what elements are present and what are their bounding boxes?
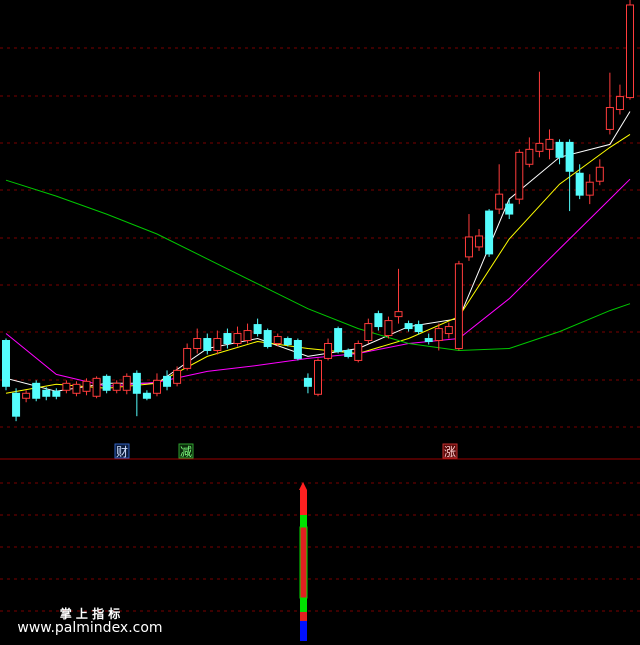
indicator-segment [300,612,307,621]
candle-body [2,340,10,387]
signal-tag: 财 [116,445,128,459]
candle-body [193,338,202,349]
candle-body [42,389,51,397]
candle-body [52,390,61,397]
indicator-bar [299,482,308,641]
candle-body [303,377,312,387]
candle-body [605,107,614,130]
moving-average-line [5,179,631,352]
plot [2,0,634,422]
tag-box [178,443,194,459]
candle-body [223,333,232,345]
candle-body [243,330,252,342]
candle-body [595,166,604,182]
candle-body [183,347,192,369]
candle-body [394,311,403,318]
candle-body [173,369,182,384]
candle-body [22,392,31,399]
candle-body [152,379,161,394]
candle-body [434,328,443,342]
candle-body [485,210,494,255]
candle-body [444,326,453,335]
candle-body [464,236,473,258]
candle-body [374,313,383,328]
candle-body [213,338,222,351]
candle-body [334,328,343,352]
candle-body [585,181,594,196]
grid [0,47,640,612]
candle-body [263,330,272,347]
candle-body [565,141,574,172]
signal-tags: 财 减 涨 [114,443,458,459]
candle-body [102,375,111,391]
candle-body [12,392,21,417]
watermark-title: 掌 上 指 标 [60,606,121,621]
candle-body [354,343,363,361]
candle-body [424,338,433,343]
signal-tag: 涨 [444,444,456,459]
candle-body [454,263,463,349]
candle-body [132,372,141,394]
indicator-segment [300,598,307,612]
candle-body [72,383,81,394]
signal-tag: 减 [180,445,192,459]
candle-body [615,96,624,111]
candle-body [364,323,373,342]
candle-body [273,336,282,344]
candle-body [122,375,131,391]
indicator-segment [300,621,307,641]
candle-body [82,380,91,392]
indicator-segment [300,515,307,527]
candle-body [475,235,484,248]
candle-body [384,320,393,337]
candle-body [142,392,151,399]
candle-body [525,148,534,165]
candle-body [293,340,302,359]
candle-body [324,343,333,359]
candle-body [545,138,554,150]
candle-body [314,359,322,395]
candle-body [62,382,71,391]
candle-body [112,382,121,391]
candle-body [163,375,172,387]
candle-body [203,338,212,351]
candle-body [233,333,242,345]
candle-body [535,142,544,152]
candle-body [283,338,292,345]
tag-box [442,443,458,459]
candle-body [414,324,423,333]
watermark-url: www.palmindex.com [17,620,162,636]
candle-body [555,141,564,158]
candle-body [515,151,524,200]
candle-body [344,349,353,357]
candle-body [505,203,514,215]
candle-body [404,323,413,330]
indicator-segment [300,490,307,515]
indicator-segment [299,526,308,599]
arrow-head [299,482,307,490]
candle-body [495,193,504,210]
candle-body [92,377,101,397]
candle-body [575,172,584,196]
candle-body [32,382,41,399]
candle-body [626,4,634,99]
tag-box [114,443,130,459]
candle-body [253,324,262,335]
